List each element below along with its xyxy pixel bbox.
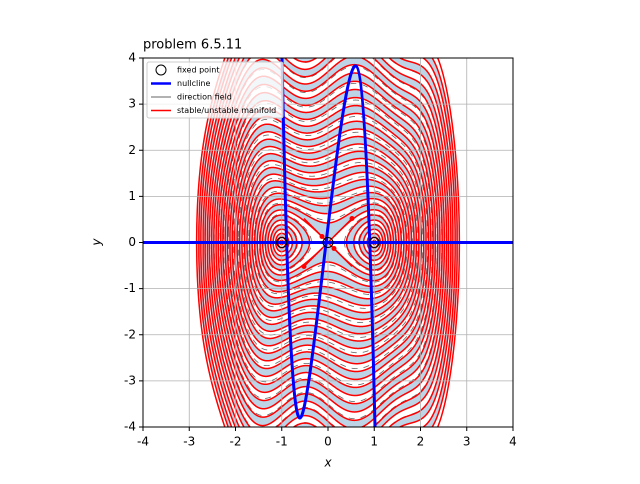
manifold-curve (217, 80, 439, 405)
arrow-head (349, 216, 355, 221)
x-tick-label: 0 (324, 435, 332, 449)
manifold-curve (210, 58, 446, 427)
x-tick-label: -4 (137, 435, 149, 449)
manifold-curve (236, 143, 420, 342)
manifold-curve (202, 58, 454, 427)
manifold-curve (267, 219, 389, 266)
manifold-curve (229, 120, 427, 365)
legend-label: stable/unstable manifold (177, 106, 276, 115)
manifold-curve (215, 72, 441, 413)
chart-title: problem 6.5.11 (143, 38, 242, 53)
manifold-curve (204, 58, 452, 427)
y-label: y (90, 238, 104, 247)
manifold-curve (213, 63, 443, 422)
band (273, 229, 383, 256)
y-tick-label: 0 (128, 235, 136, 249)
manifold-curve (248, 178, 408, 307)
manifold-curve (224, 104, 432, 381)
plot-area (143, 58, 513, 427)
y-tick-label: -3 (124, 373, 136, 387)
manifold-curve (261, 209, 395, 276)
arrow-head (331, 246, 337, 251)
y-tick-label: -1 (124, 281, 136, 295)
manifold-curve (200, 58, 456, 427)
direction-field (264, 213, 392, 272)
fixed-point (276, 237, 288, 248)
manifold-curve (243, 164, 413, 321)
x-tick-label: -2 (230, 435, 242, 449)
manifold-curve (251, 185, 405, 300)
direction-field (248, 176, 408, 309)
nullcline (280, 58, 377, 427)
direction-field (232, 131, 424, 354)
manifold-curve (226, 112, 430, 373)
x-tick-label: 4 (509, 435, 517, 449)
manifold-curve (195, 58, 461, 427)
y-tick-label: 3 (128, 97, 136, 111)
y-tick-label: -2 (124, 327, 136, 341)
fixed-point (322, 237, 334, 248)
manifold-curve (241, 157, 415, 328)
manifold-curve (198, 58, 458, 427)
manifold-curve (231, 128, 425, 357)
y-tick-label: 4 (128, 51, 136, 65)
x-tick-label: -3 (183, 435, 195, 449)
manifold-curve (259, 203, 397, 282)
x-label: x (323, 456, 332, 470)
legend-label: nullcline (177, 79, 211, 88)
legend-symbol (155, 64, 167, 76)
x-tick-label: 1 (370, 435, 378, 449)
legend-label: direction field (177, 93, 232, 102)
x-tick-label: 3 (463, 435, 471, 449)
manifold-arrow (303, 247, 323, 268)
x-tick-label: 2 (417, 435, 425, 449)
direction-field (243, 161, 413, 324)
manifold-arrow (333, 217, 353, 238)
legend-label: fixed point (177, 66, 219, 75)
y-tick-label: 1 (128, 189, 136, 203)
legend-box (146, 61, 284, 119)
manifold-curve (256, 197, 400, 288)
arrow-head (319, 234, 325, 239)
y-tick-label: 2 (128, 143, 136, 157)
y-tick-label: -4 (124, 420, 136, 434)
manifold-curve (234, 135, 422, 350)
manifold-curve (206, 58, 450, 427)
direction-field (228, 115, 428, 370)
arrow-head (301, 264, 307, 269)
manifold-curve (238, 150, 418, 335)
manifold-arrow (333, 247, 353, 268)
manifold-curve (208, 58, 448, 427)
fixed-point (368, 237, 380, 248)
x-tick-label: -1 (276, 435, 288, 449)
manifold-curve (253, 191, 403, 294)
manifold-arrow (303, 217, 323, 238)
